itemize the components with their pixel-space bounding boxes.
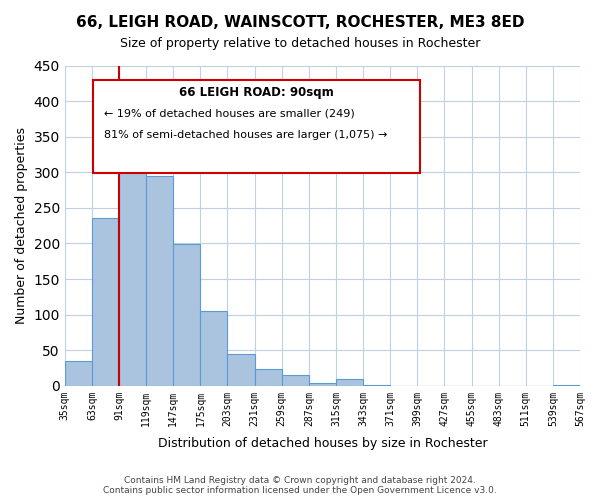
Bar xyxy=(282,375,309,386)
Text: ← 19% of detached houses are smaller (249): ← 19% of detached houses are smaller (24… xyxy=(104,109,355,119)
Text: 66, LEIGH ROAD, WAINSCOTT, ROCHESTER, ME3 8ED: 66, LEIGH ROAD, WAINSCOTT, ROCHESTER, ME… xyxy=(76,15,524,30)
Bar xyxy=(309,383,336,386)
Bar xyxy=(173,244,200,386)
Y-axis label: Number of detached properties: Number of detached properties xyxy=(15,127,28,324)
Bar xyxy=(363,385,390,386)
Bar xyxy=(146,176,173,386)
Bar xyxy=(92,218,119,386)
Text: 66 LEIGH ROAD: 90sqm: 66 LEIGH ROAD: 90sqm xyxy=(179,86,334,99)
Text: 81% of semi-detached houses are larger (1,075) →: 81% of semi-detached houses are larger (… xyxy=(104,130,387,140)
Bar xyxy=(200,311,227,386)
Text: Contains HM Land Registry data © Crown copyright and database right 2024.
Contai: Contains HM Land Registry data © Crown c… xyxy=(103,476,497,495)
Bar xyxy=(119,124,146,386)
Text: Size of property relative to detached houses in Rochester: Size of property relative to detached ho… xyxy=(120,38,480,51)
X-axis label: Distribution of detached houses by size in Rochester: Distribution of detached houses by size … xyxy=(158,437,487,450)
Bar xyxy=(553,385,580,386)
Bar xyxy=(227,354,254,386)
Bar xyxy=(65,361,92,386)
Bar xyxy=(336,378,363,386)
Bar xyxy=(254,370,282,386)
